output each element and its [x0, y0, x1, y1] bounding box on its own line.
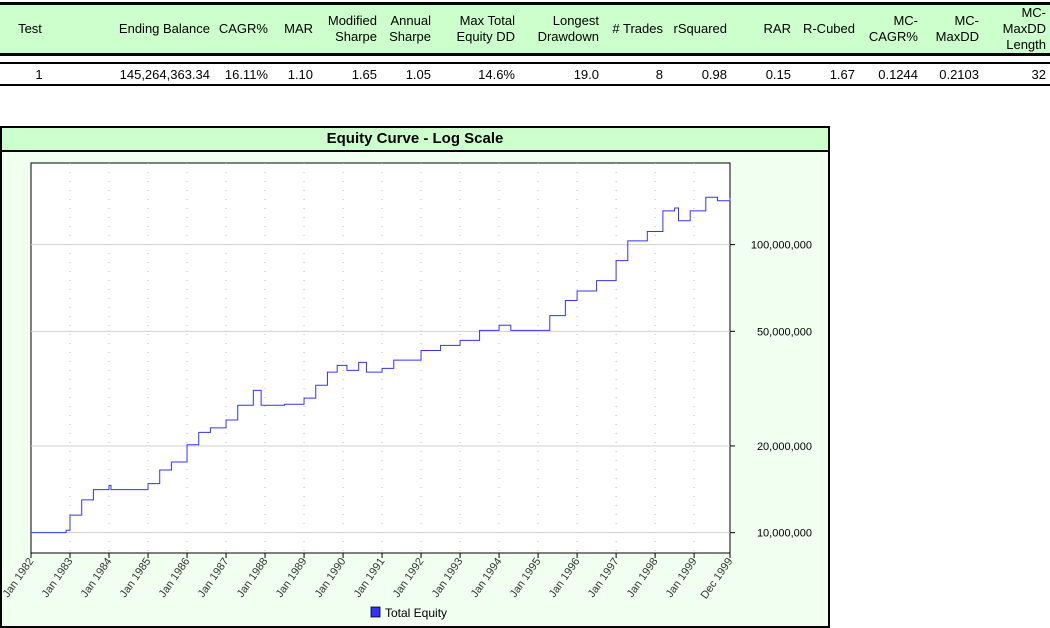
x-tick-label: Jan 1997 [586, 556, 622, 600]
y-tick-label: 20,000,000 [757, 441, 812, 453]
x-tick-label: Jan 1996 [547, 556, 583, 600]
column-header[interactable]: MC-MaxDD Length [1002, 5, 1046, 52]
x-tick-label: Jan 1998 [625, 556, 661, 600]
table-cell: 1 [35, 67, 43, 82]
x-tick-label: Jan 1988 [235, 556, 271, 600]
series-line-total-equity [31, 196, 731, 534]
x-tick-label: Jan 1987 [196, 556, 232, 600]
table-cell: 16.11% [224, 67, 268, 82]
x-tick-label: Jan 1986 [157, 556, 193, 600]
x-tick-label: Jan 1995 [508, 556, 544, 600]
table-cell: 0.15 [765, 67, 791, 82]
table-cell: 1.67 [829, 67, 855, 82]
column-header[interactable]: # Trades [612, 21, 663, 36]
table-row[interactable]: 1 145,264,363.34 16.11% 1.10 1.65 1.05 14.6% 19… [0, 62, 1050, 86]
x-tick-label: Jan 1999 [664, 556, 700, 600]
table-cell: 8 [655, 67, 663, 82]
table-cell: 0.98 [701, 67, 727, 82]
table-cell: 0.2103 [939, 67, 979, 82]
column-header[interactable]: RAR [763, 21, 791, 36]
column-header[interactable]: Modified Sharpe [327, 13, 377, 44]
y-tick-label: 10,000,000 [757, 528, 812, 540]
chart-title: Equity Curve - Log Scale [2, 128, 828, 152]
table-cell: 0.1244 [878, 67, 918, 82]
x-tick-label: Jan 1983 [40, 556, 76, 600]
table-cell: 145,264,363.34 [119, 67, 210, 82]
x-tick-label: Jan 1990 [313, 556, 349, 600]
column-header[interactable]: Annual Sharpe [389, 13, 431, 44]
column-header[interactable]: MC-MaxDD [935, 13, 979, 44]
table-cell: 1.65 [351, 67, 377, 82]
x-tick-label: Jan 1984 [79, 556, 115, 600]
x-tick-label: Jan 1989 [274, 556, 310, 600]
column-header[interactable]: Longest Drawdown [537, 13, 599, 44]
column-header[interactable]: Test [18, 21, 42, 36]
plot-area [30, 162, 731, 554]
column-header[interactable]: CAGR% [218, 21, 268, 36]
table-header: Test Ending Balance CAGR% MAR Modified Sharp… [0, 2, 1050, 56]
table-cell: 1.10 [287, 67, 313, 82]
y-tick-label: 100,000,000 [751, 240, 812, 252]
x-tick-label: Jan 1982 [1, 556, 37, 600]
column-header[interactable]: MC-CAGR% [868, 13, 918, 44]
x-tick-label: Jan 1993 [430, 556, 466, 600]
column-header[interactable]: rSquared [673, 21, 727, 36]
table-cell: 19.0 [573, 67, 599, 82]
column-header[interactable]: Max Total Equity DD [456, 13, 515, 44]
table-cell: 32 [1031, 67, 1046, 82]
x-tick-label: Jan 1992 [391, 556, 427, 600]
column-header[interactable]: Ending Balance [118, 21, 210, 36]
x-tick-label: Jan 1985 [118, 556, 154, 600]
legend-label: Total Equity [385, 606, 447, 620]
table-cell: 14.6% [478, 67, 515, 82]
column-header[interactable]: R-Cubed [802, 21, 855, 36]
x-tick-label: Jan 1991 [352, 556, 388, 600]
y-tick-label: 50,000,000 [757, 326, 812, 338]
legend-swatch [370, 606, 381, 618]
column-header[interactable]: MAR [284, 21, 313, 36]
x-tick-label: Jan 1994 [469, 556, 505, 600]
table-cell: 1.05 [405, 67, 431, 82]
x-tick-label: Dec 1999 [699, 556, 736, 601]
